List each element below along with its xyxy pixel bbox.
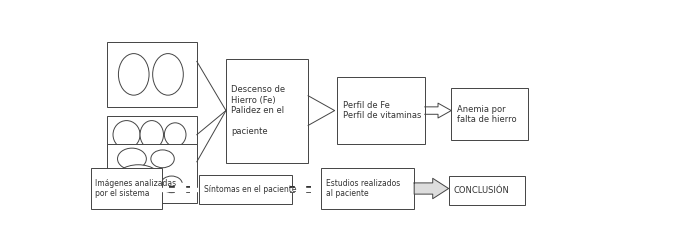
FancyBboxPatch shape (107, 116, 197, 153)
FancyBboxPatch shape (321, 168, 415, 209)
Polygon shape (174, 183, 185, 196)
FancyBboxPatch shape (337, 77, 425, 144)
FancyBboxPatch shape (451, 88, 528, 140)
FancyBboxPatch shape (449, 175, 525, 205)
FancyBboxPatch shape (107, 144, 197, 203)
Polygon shape (295, 183, 306, 196)
Ellipse shape (161, 176, 183, 193)
Ellipse shape (118, 148, 146, 169)
Polygon shape (415, 178, 449, 199)
Polygon shape (161, 187, 198, 191)
Text: CONCLUSIÓN: CONCLUSIÓN (454, 186, 510, 195)
Text: Anemia por
falta de hierro: Anemia por falta de hierro (457, 105, 516, 124)
FancyBboxPatch shape (200, 174, 292, 204)
Ellipse shape (164, 123, 186, 147)
Text: Descenso de
Hierro (Fe)
Palidez en el

paciente: Descenso de Hierro (Fe) Palidez en el pa… (231, 85, 285, 136)
Text: Perfil de Fe
Perfil de vitaminas: Perfil de Fe Perfil de vitaminas (343, 101, 421, 120)
Ellipse shape (113, 165, 163, 200)
Text: Estudios realizados
al paciente: Estudios realizados al paciente (326, 179, 400, 198)
Text: Imágenes analizadas
por el sistema: Imágenes analizadas por el sistema (94, 179, 176, 198)
FancyBboxPatch shape (91, 168, 162, 209)
FancyBboxPatch shape (170, 186, 190, 193)
Ellipse shape (151, 150, 174, 168)
Ellipse shape (140, 120, 163, 149)
FancyBboxPatch shape (226, 59, 308, 162)
Text: Síntomas en el paciente: Síntomas en el paciente (204, 185, 296, 194)
Polygon shape (282, 187, 319, 191)
Ellipse shape (118, 54, 149, 95)
FancyBboxPatch shape (107, 42, 197, 107)
Ellipse shape (113, 120, 140, 149)
FancyBboxPatch shape (290, 186, 311, 193)
Ellipse shape (153, 54, 183, 95)
